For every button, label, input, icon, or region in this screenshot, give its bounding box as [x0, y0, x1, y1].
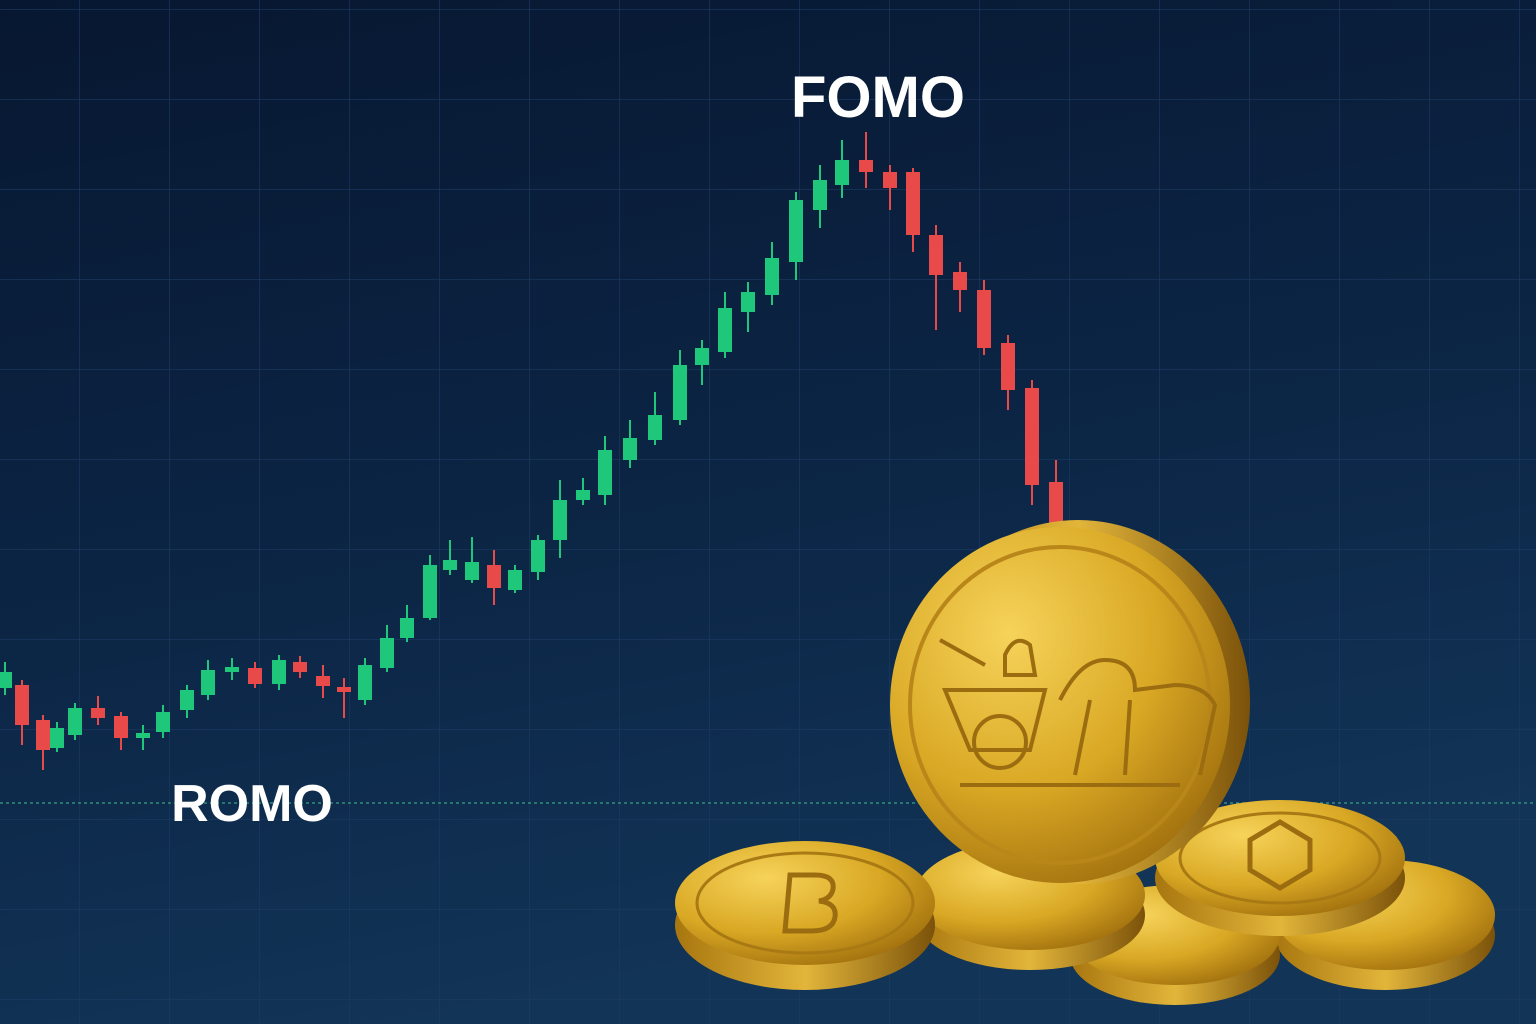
- bitcoin-icon: [782, 872, 838, 934]
- cart-emblem: [939, 638, 1218, 787]
- coin-face: [890, 527, 1230, 883]
- coin-icon: [1247, 819, 1313, 891]
- coin-stack: [675, 520, 1495, 1005]
- coin-rim: [1178, 811, 1382, 905]
- coin: [1155, 800, 1405, 936]
- peak-label: FOMO: [791, 65, 965, 130]
- cart-wheel: [972, 714, 1028, 770]
- coin-face: [675, 841, 935, 965]
- big-coin: [890, 520, 1250, 884]
- coin-rim: [695, 851, 915, 955]
- coin: [675, 841, 935, 990]
- trough-label: ROMO: [171, 775, 333, 833]
- coin-face: [1155, 800, 1405, 916]
- coin-rim: [908, 545, 1212, 865]
